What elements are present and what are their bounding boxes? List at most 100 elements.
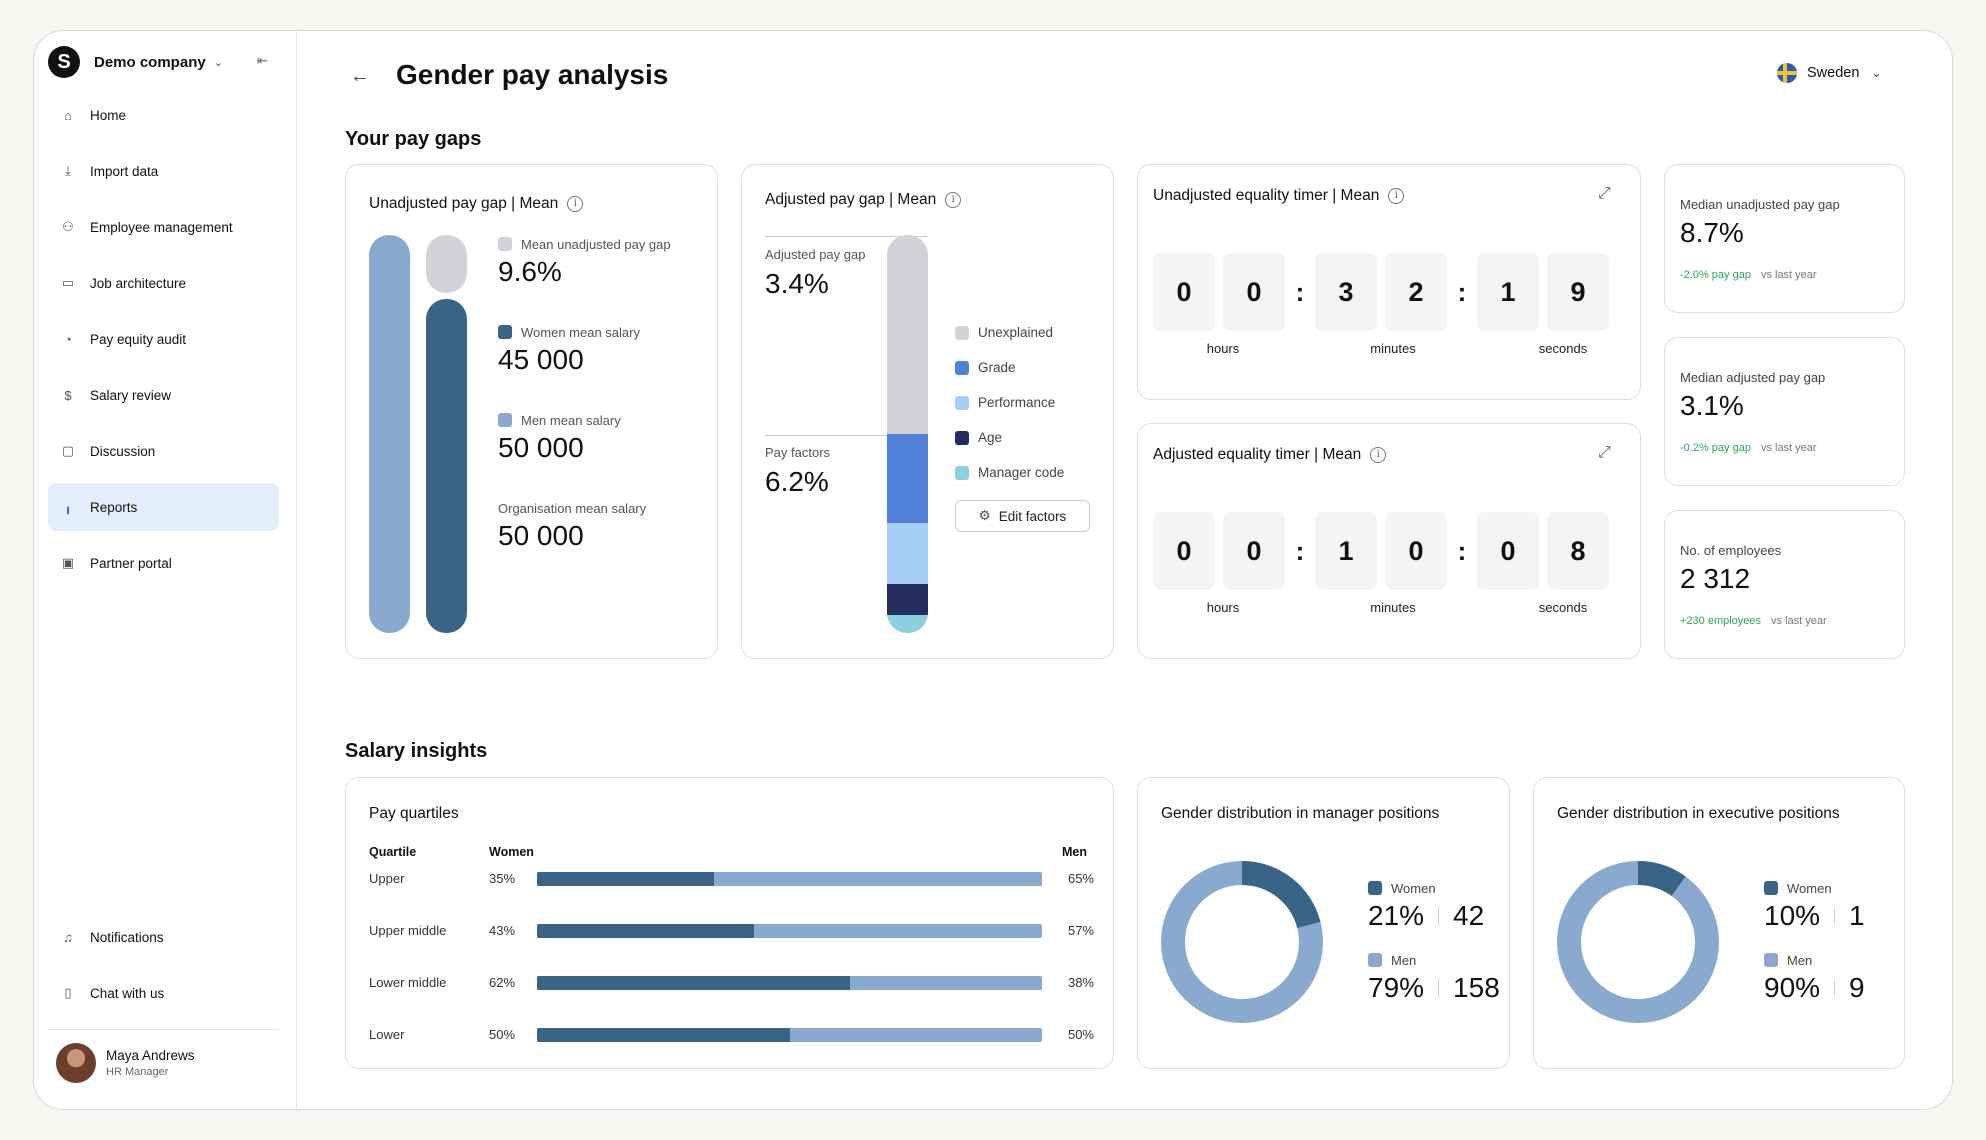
user-profile[interactable]: Maya Andrews HR Manager bbox=[56, 1043, 195, 1083]
men-pct: 79% bbox=[1368, 972, 1425, 1003]
card-title: Unadjusted equality timer | Mean i bbox=[1153, 187, 1405, 205]
donut-legend-women: Women 10% 1 bbox=[1764, 881, 1865, 932]
legend-label: Performance bbox=[978, 395, 1056, 410]
sidebar-item-import-data[interactable]: ⤓ Import data bbox=[48, 147, 279, 195]
page-title: Gender pay analysis bbox=[396, 59, 669, 90]
bar-chart-icon: ╻ bbox=[64, 499, 72, 514]
user-name: Maya Andrews bbox=[106, 1048, 195, 1063]
women-fill bbox=[537, 1028, 790, 1042]
company-switcher[interactable]: S Demo company ⌄ bbox=[48, 45, 223, 79]
mean-gap-block: Mean unadjusted pay gap 9.6% bbox=[498, 237, 671, 288]
timer-digit: 0 bbox=[1223, 253, 1285, 331]
portal-icon: ▣ bbox=[61, 555, 75, 570]
expand-icon[interactable]: ⤢ bbox=[1598, 444, 1611, 461]
men-salary-bar bbox=[369, 235, 410, 633]
sidebar-item-label: Partner portal bbox=[90, 555, 172, 571]
legend-grade: Grade bbox=[955, 360, 1016, 375]
sidebar-item-job-architecture[interactable]: ▭ Job architecture bbox=[48, 259, 279, 307]
timer-digit: 9 bbox=[1547, 253, 1609, 331]
legend-label: Age bbox=[978, 430, 1003, 445]
card-title: Pay quartiles bbox=[369, 805, 459, 822]
timer-digit: 0 bbox=[1153, 253, 1215, 331]
home-icon: ⌂ bbox=[64, 107, 72, 123]
manager-code-segment bbox=[887, 615, 928, 633]
info-icon[interactable]: i bbox=[945, 192, 962, 208]
men-count: 158 bbox=[1453, 972, 1500, 1003]
sidebar-item-discussion[interactable]: ▢ Discussion bbox=[48, 427, 279, 475]
adjusted-pay-gap-card: Adjusted pay gap | Mean i Adjusted pay ga… bbox=[741, 164, 1114, 659]
unadjusted-timer-card: Unadjusted equality timer | Mean i ⤢ 0 0 … bbox=[1137, 164, 1641, 400]
dollar-icon: $ bbox=[64, 387, 72, 403]
stat-value: 2 312 bbox=[1680, 563, 1751, 594]
women-fill bbox=[537, 924, 755, 938]
legend-manager-code: Manager code bbox=[955, 465, 1064, 480]
timer-label-minutes: minutes bbox=[1370, 341, 1416, 356]
country-label: Sweden bbox=[1807, 65, 1860, 81]
avatar bbox=[56, 1043, 96, 1083]
timer-digit: 0 bbox=[1223, 512, 1285, 590]
sidebar-item-label: Discussion bbox=[90, 443, 156, 459]
sidebar-item-label: Import data bbox=[90, 163, 159, 179]
pay-quartiles-card: Pay quartiles Quartile Women Men Upper 35… bbox=[345, 777, 1114, 1069]
stat-label: No. of employees bbox=[1680, 543, 1782, 558]
sidebar-item-employee-management[interactable]: ⚇ Employee management bbox=[48, 203, 279, 251]
legend-age: Age bbox=[955, 430, 1002, 445]
quartile-name: Upper middle bbox=[369, 923, 447, 938]
sidebar-item-label: Pay equity audit bbox=[90, 331, 187, 347]
factors-guide-line bbox=[765, 435, 890, 436]
country-selector[interactable]: Sweden ⌄ bbox=[1777, 63, 1881, 83]
phone-icon: ▯ bbox=[64, 985, 72, 1000]
women-count: 1 bbox=[1849, 900, 1865, 931]
quartile-name: Lower bbox=[369, 1027, 405, 1042]
sidebar-item-notifications[interactable]: ♫ Notifications bbox=[48, 913, 279, 961]
timer-digit: 3 bbox=[1315, 253, 1377, 331]
sidebar-item-chat[interactable]: ▯ Chat with us bbox=[48, 969, 279, 1017]
women-swatch bbox=[1368, 881, 1382, 895]
sidebar-bottom-nav: ♫ Notifications ▯ Chat with us bbox=[48, 913, 279, 1025]
timer-label-hours: hours bbox=[1206, 341, 1240, 356]
edit-factors-button[interactable]: ⚙ Edit factors bbox=[955, 500, 1090, 532]
sidebar-item-home[interactable]: ⌂ Home bbox=[48, 91, 279, 139]
sidebar-item-partner-portal[interactable]: ▣ Partner portal bbox=[48, 539, 279, 587]
adjusted-gap-label: Adjusted pay gap bbox=[765, 247, 866, 262]
table-row: Upper 35% 65% bbox=[369, 869, 1094, 889]
info-icon[interactable]: i bbox=[567, 196, 584, 212]
org-mean-value: 50 000 bbox=[498, 520, 584, 551]
men-swatch bbox=[1764, 953, 1778, 967]
sidebar-item-label: Notifications bbox=[90, 929, 164, 945]
men-mean-block: Men mean salary 50 000 bbox=[498, 413, 621, 464]
performance-swatch bbox=[955, 395, 969, 410]
men-pct: 65% bbox=[1067, 871, 1094, 886]
company-name: Demo company bbox=[94, 53, 206, 71]
card-title-text: Adjusted equality timer | Mean bbox=[1153, 446, 1362, 463]
sidebar-item-reports[interactable]: ╻ Reports bbox=[48, 483, 279, 531]
sidebar-item-pay-equity-audit[interactable]: ◔ Pay equity audit bbox=[48, 315, 279, 363]
info-icon[interactable]: i bbox=[1388, 188, 1405, 204]
timer-colon: : bbox=[1457, 535, 1467, 566]
back-arrow-icon[interactable]: ← bbox=[350, 65, 370, 87]
pay-factors-block: Pay factors 6.2% bbox=[765, 445, 830, 498]
pay-factors-label: Pay factors bbox=[765, 445, 831, 460]
collapse-sidebar-icon[interactable]: ⇤ bbox=[257, 53, 268, 68]
expand-icon[interactable]: ⤢ bbox=[1598, 185, 1611, 202]
women-mean-value: 45 000 bbox=[498, 344, 584, 375]
adjusted-gap-block: Adjusted pay gap 3.4% bbox=[765, 247, 865, 300]
women-count: 42 bbox=[1453, 900, 1485, 931]
timer-digit: 2 bbox=[1385, 253, 1447, 331]
timer-digit: 0 bbox=[1477, 512, 1539, 590]
stat-value: 3.1% bbox=[1680, 390, 1744, 421]
men-count: 9 bbox=[1849, 972, 1865, 1003]
women-fill bbox=[537, 976, 851, 990]
mean-gap-value: 9.6% bbox=[498, 256, 562, 287]
timer-digits: 0 0 : 1 0 : 0 8 bbox=[1153, 512, 1617, 590]
adjusted-timer-card: Adjusted equality timer | Mean i ⤢ 0 0 : … bbox=[1137, 423, 1641, 659]
employees-stat-card: No. of employees 2 312 +230 employees vs … bbox=[1664, 510, 1905, 659]
app-window: S Demo company ⌄ ⇤ ⌂ Home ⤓ Import data ⚇ E… bbox=[33, 30, 1953, 1110]
men-column-header: Men bbox=[1062, 845, 1087, 859]
quartile-bar bbox=[537, 924, 1042, 938]
sidebar-item-salary-review[interactable]: $ Salary review bbox=[48, 371, 279, 419]
pay-factors-value: 6.2% bbox=[765, 466, 829, 497]
info-icon[interactable]: i bbox=[1370, 447, 1387, 463]
men-pct: 57% bbox=[1067, 923, 1094, 938]
women-pct: 21% bbox=[1368, 900, 1425, 931]
